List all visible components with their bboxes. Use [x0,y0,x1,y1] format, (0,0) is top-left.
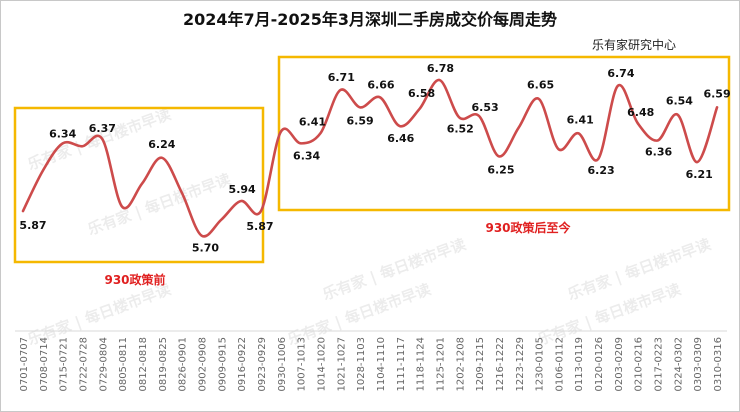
data-label: 6.34 [293,149,320,162]
pre-policy-box [13,106,265,264]
x-tick-label: 0106-0112 [554,337,565,392]
data-label: 6.46 [387,132,414,145]
x-tick-label: 0715-0721 [59,337,70,392]
data-label: 5.87 [19,219,46,232]
data-label: 5.87 [246,220,273,233]
x-tick-label: 1007-1013 [297,337,308,392]
data-label: 6.58 [408,87,435,100]
x-tick-label: 0812-0818 [138,337,149,392]
x-tick-label: 1118-1124 [416,337,427,392]
data-label: 5.70 [192,242,219,255]
x-tick-label: 1111-1117 [396,337,407,392]
data-label: 6.65 [527,79,554,92]
x-tick-label: 0923-0929 [257,337,268,392]
data-label: 6.21 [686,168,713,181]
x-tick-label: 0708-0714 [39,337,50,392]
x-tick-label: 1209-1215 [475,337,486,392]
x-tick-label: 0826-0901 [178,337,189,392]
x-tick-label: 0916-0922 [237,337,248,392]
x-tick-label: 1230-0105 [535,337,546,392]
x-tick-label: 0729-0804 [98,337,109,392]
x-tick-label: 0120-0126 [594,337,605,392]
x-tick-label: 0303-0309 [693,337,704,392]
data-label: 6.54 [666,95,693,108]
data-label: 6.74 [607,67,634,80]
data-label: 6.48 [627,106,654,119]
data-label: 5.94 [229,183,256,196]
data-label: 6.37 [89,122,116,135]
x-tick-label: 1021-1027 [336,337,347,392]
x-tick-label: 1125-1201 [435,337,446,392]
data-label: 6.71 [328,71,355,84]
data-label: 6.36 [645,145,672,158]
data-label: 6.24 [148,138,175,151]
pre-policy-label: 930政策前 [104,272,165,287]
data-label: 6.34 [49,127,76,140]
x-tick-label: 0930-1006 [277,337,288,392]
x-tick-label: 0217-0223 [654,337,665,392]
x-tick-label: 0203-0209 [614,337,625,392]
chart-title: 2024年7月-2025年3月深圳二手房成交价每周走势 [183,10,557,29]
data-label: 6.66 [367,78,394,91]
x-tick-label: 0909-0915 [217,337,228,392]
x-tick-label: 0902-0908 [197,337,208,392]
x-tick-label: 0310-0316 [713,337,724,392]
price-series-line [21,78,719,238]
data-labels: 5.87 6.34 6.37 6.24 5.70 5.94 5.87 6.34 6.41 6.71… [19,62,730,255]
data-label: 6.59 [703,87,730,100]
data-label: 6.53 [472,101,499,114]
chart-subtitle: 乐有家研究中心 [592,37,676,52]
data-label: 6.52 [447,122,474,135]
x-tick-label: 1202-1208 [455,337,466,392]
x-axis-ticks: 0701-0707 0708-0714 0715-0721 0722-0728 0729… [19,337,724,392]
data-label: 6.59 [347,114,374,127]
data-label: 6.41 [299,115,326,128]
x-tick-label: 0805-0811 [118,337,129,392]
x-tick-label: 1104-1110 [376,337,387,392]
data-label: 6.25 [487,163,514,176]
x-tick-label: 1216-1222 [495,337,506,392]
x-tick-label: 0113-0119 [574,337,585,392]
x-tick-label: 1014-1020 [316,337,327,392]
x-tick-label: 0722-0728 [78,337,89,392]
x-tick-label: 0224-0302 [673,337,684,392]
x-tick-label: 0819-0825 [158,337,169,392]
data-label: 6.23 [587,164,614,177]
post-policy-label: 930政策后至今 [485,220,571,235]
data-label: 6.41 [567,113,594,126]
x-tick-label: 1223-1229 [515,337,526,392]
x-tick-label: 0210-0216 [634,337,645,392]
x-tick-label: 1028-1103 [356,337,367,392]
data-label: 6.78 [427,62,454,75]
x-tick-label: 0701-0707 [19,337,30,392]
